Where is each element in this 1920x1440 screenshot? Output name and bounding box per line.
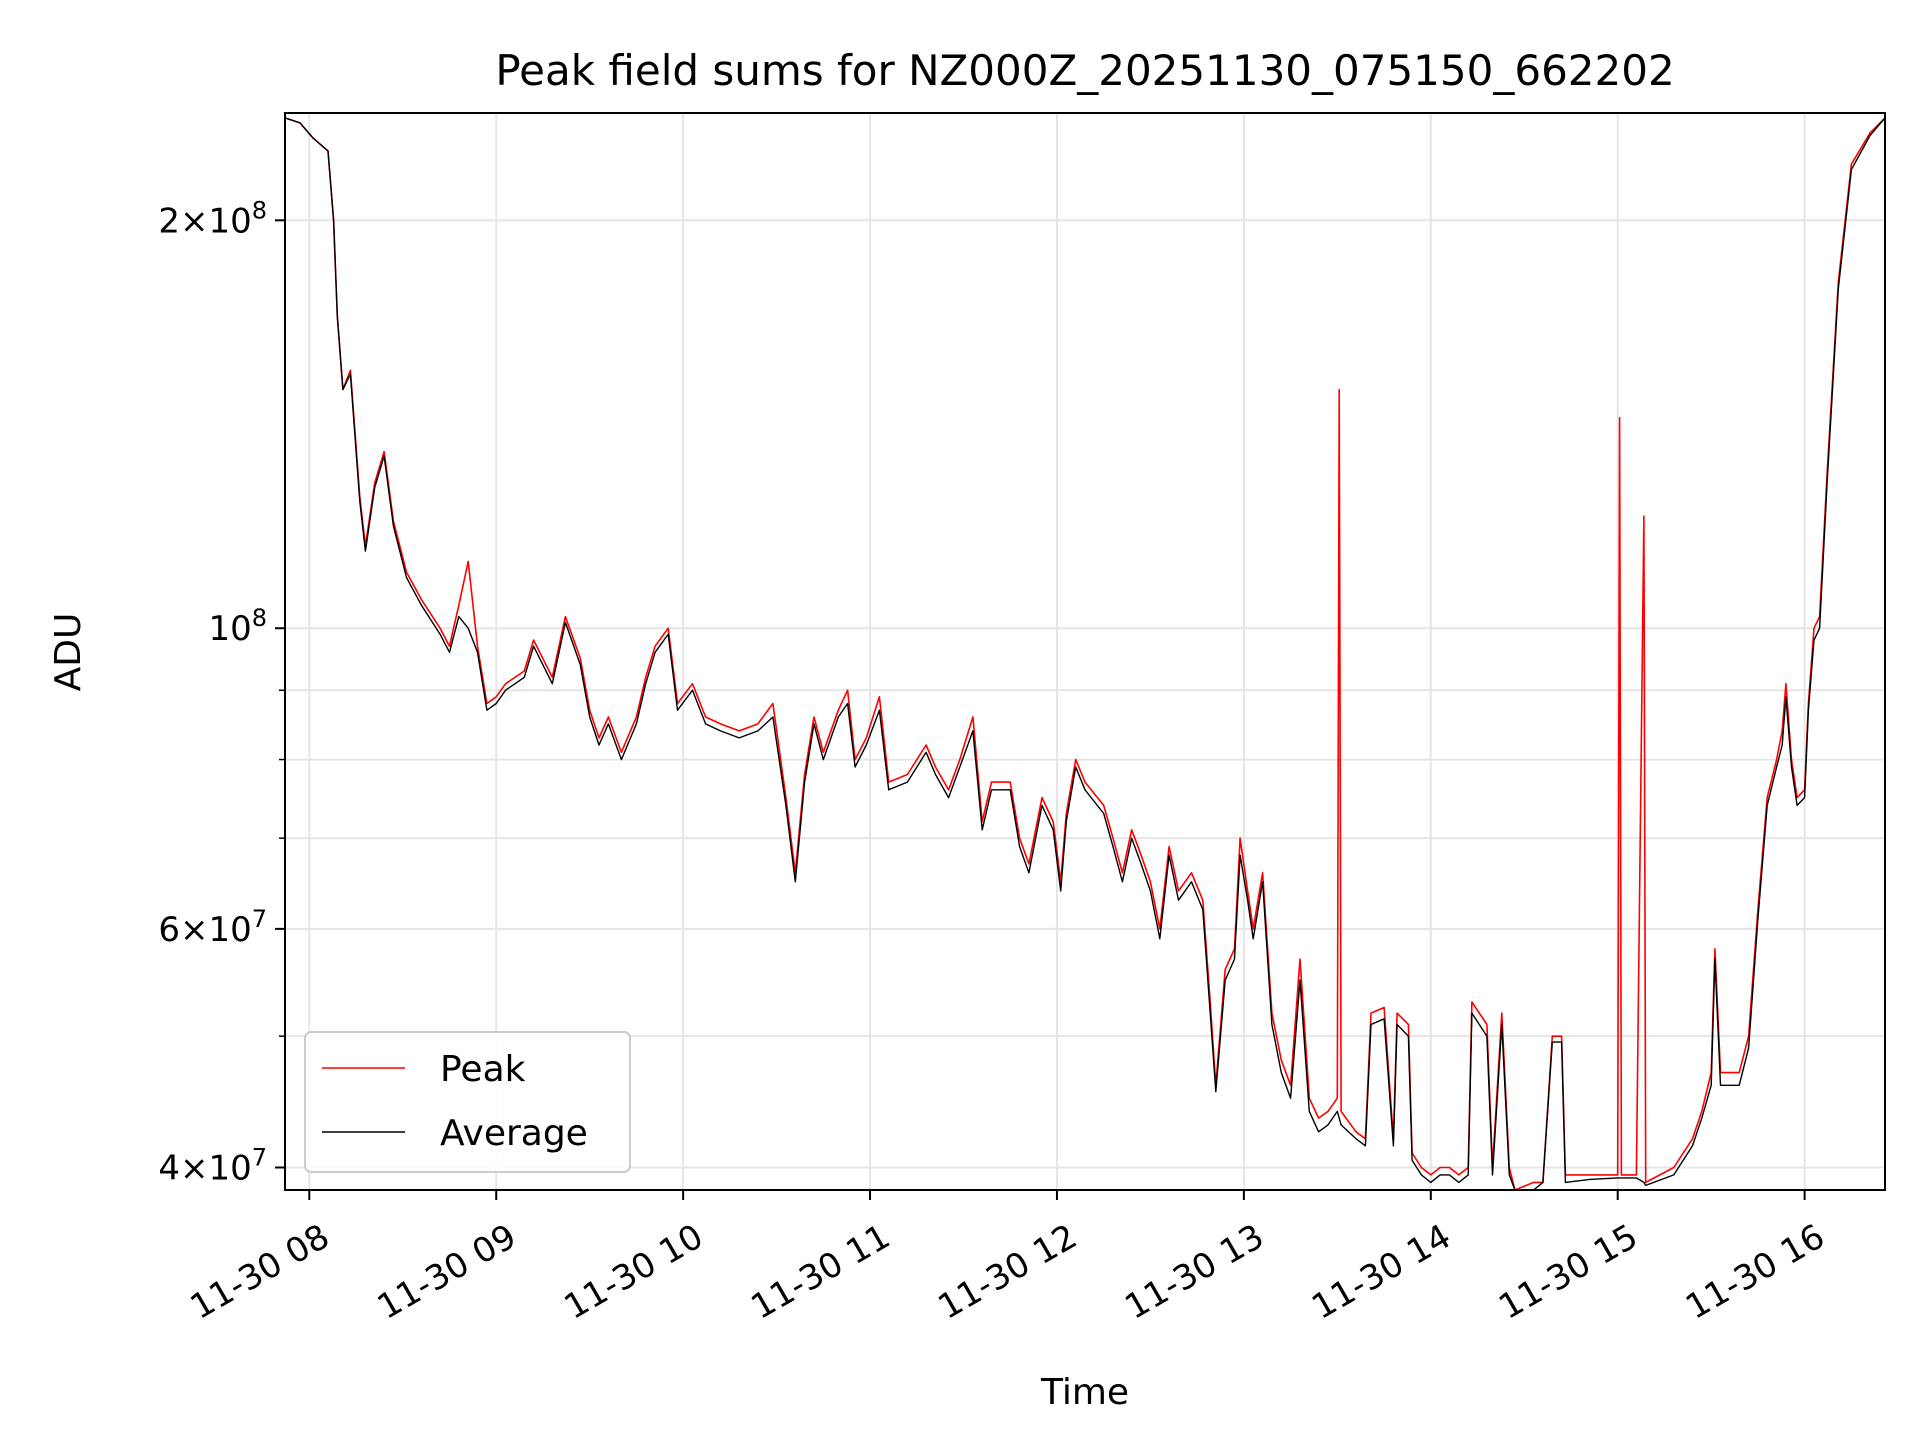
legend-box bbox=[304, 1031, 631, 1173]
y-axis-label: ADU bbox=[48, 613, 89, 692]
y-tick-label: 2×108 bbox=[158, 196, 267, 241]
y-tick-label: 108 bbox=[208, 604, 267, 649]
axes-frame bbox=[284, 112, 1886, 1191]
series-line-average bbox=[285, 117, 1885, 1190]
series-line-peak bbox=[285, 117, 1885, 1190]
x-axis-label: Time bbox=[1040, 1372, 1129, 1413]
x-tick-label: 11-30 08 bbox=[184, 1217, 336, 1328]
legend: Peak Average bbox=[304, 1031, 631, 1173]
y-tick-label: 6×107 bbox=[158, 905, 267, 950]
x-tick-label: 11-30 11 bbox=[745, 1217, 897, 1328]
x-tick-label: 11-30 12 bbox=[931, 1217, 1083, 1328]
x-tick-label: 11-30 13 bbox=[1118, 1217, 1270, 1328]
x-tick-label: 11-30 16 bbox=[1679, 1217, 1831, 1328]
legend-label-average: Average bbox=[440, 1113, 588, 1154]
x-tick-label: 11-30 10 bbox=[558, 1217, 710, 1328]
x-tick-label: 11-30 09 bbox=[371, 1217, 523, 1328]
x-tick-label: 11-30 14 bbox=[1305, 1217, 1457, 1328]
legend-label-peak: Peak bbox=[440, 1049, 526, 1090]
y-axis-ticks: 4×107 6×107 108 2×108 bbox=[158, 196, 285, 1189]
x-tick-label: 11-30 15 bbox=[1492, 1217, 1644, 1328]
plot-layer bbox=[285, 117, 1885, 1190]
y-tick-label: 4×107 bbox=[158, 1144, 267, 1189]
x-axis-ticks: 11-30 08 11-30 09 11-30 10 11-30 11 11-30 12… bbox=[184, 1190, 1832, 1328]
chart-title: Peak field sums for NZ000Z_20251130_0751… bbox=[495, 46, 1674, 95]
